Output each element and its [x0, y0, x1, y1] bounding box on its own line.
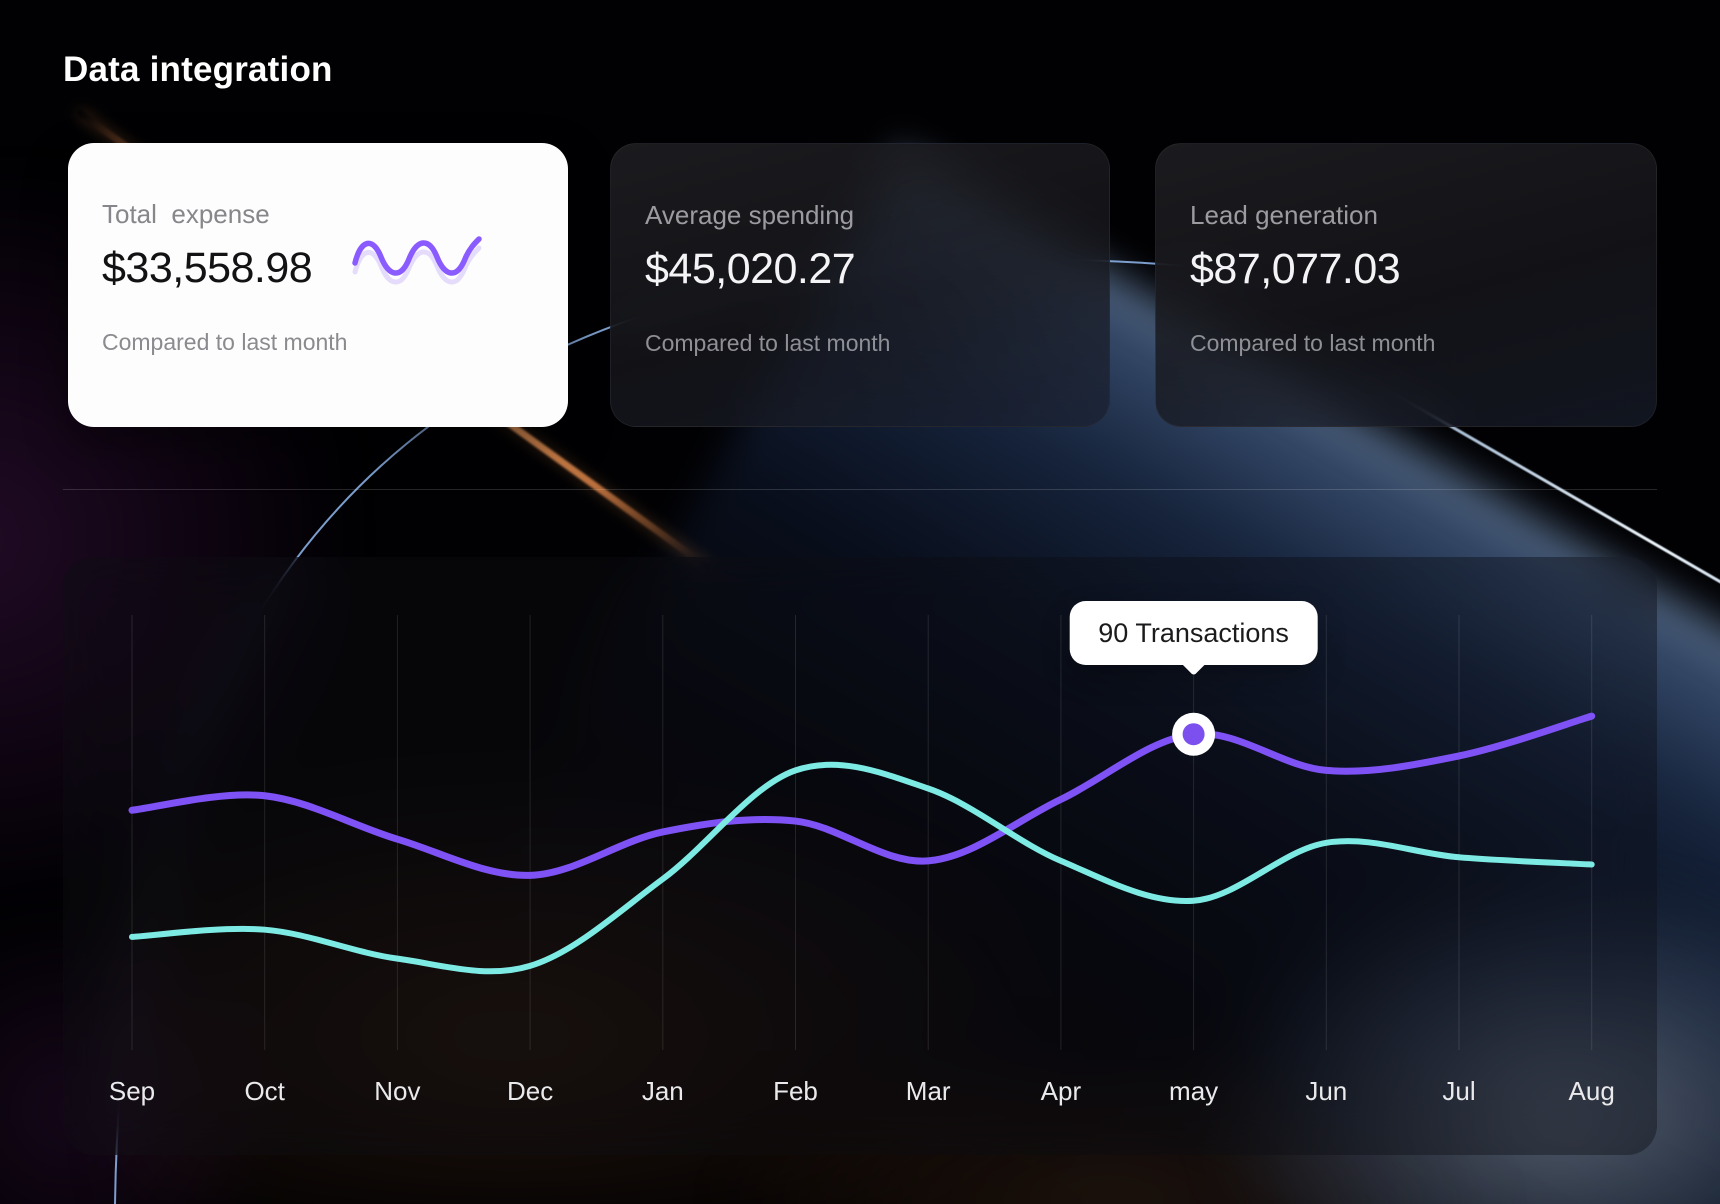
transactions-chart-panel: Sep Oct Nov Dec Jan Feb Mar Apr may Jun Jul Aug 90 … — [63, 557, 1657, 1155]
stat-card-lead-generation: Lead generation $87,077.03 Compared to l… — [1155, 143, 1657, 427]
stat-value: $87,077.03 — [1190, 245, 1401, 293]
chart-marker-dot[interactable] — [1182, 723, 1205, 746]
stat-label: Average spending — [645, 200, 855, 230]
stat-note: Compared to last month — [102, 329, 348, 355]
expense-sparkline-icon — [352, 236, 482, 285]
stat-card-total-expense: Total expense $33,558.98 Compared to las… — [68, 143, 568, 427]
stat-note: Compared to last month — [1190, 330, 1436, 356]
stat-card-average-spending: Average spending $45,020.27 Compared to … — [610, 143, 1110, 427]
stat-note: Compared to last month — [645, 330, 891, 356]
stat-label: Total expense — [102, 199, 270, 229]
series-line-transactions-purple[interactable] — [128, 712, 1596, 879]
tooltip-label: 90 Transactions — [1098, 618, 1289, 648]
stat-value: $45,020.27 — [645, 245, 856, 293]
transactions-tooltip: 90 Transactions — [1069, 601, 1318, 665]
section-divider — [63, 489, 1657, 490]
stat-label: Lead generation — [1190, 200, 1378, 230]
series-line-transactions-cyan[interactable] — [129, 761, 1595, 975]
page-title: Data integration — [63, 50, 333, 89]
stat-value: $33,558.98 — [102, 244, 313, 292]
line-chart[interactable] — [63, 557, 1657, 1155]
